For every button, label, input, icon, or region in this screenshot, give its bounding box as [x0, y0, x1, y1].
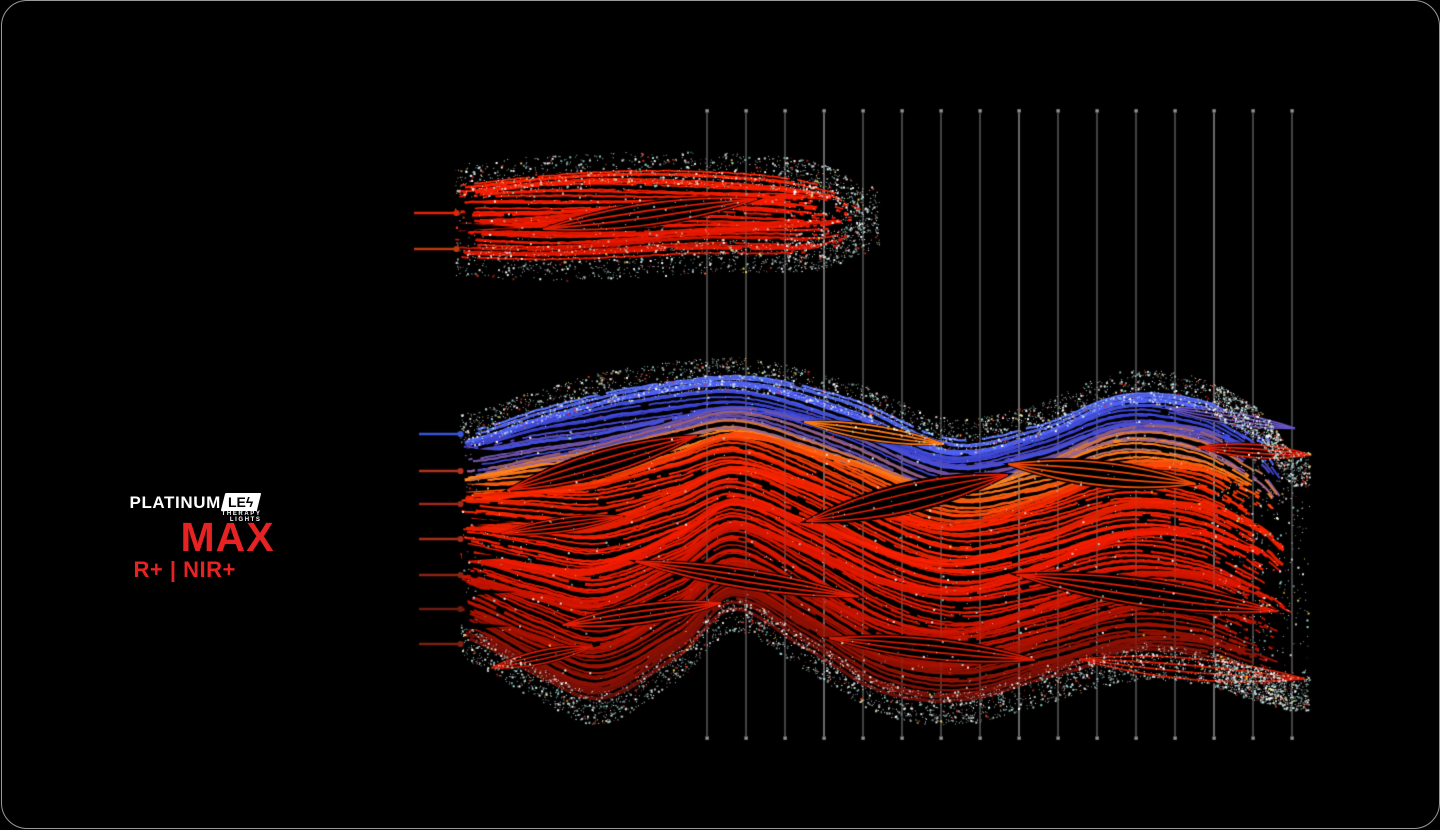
- brand-tagline: THERAPY LIGHTS: [221, 511, 262, 523]
- spectrum-label: R+ | NIR+: [133, 557, 236, 582]
- model-name: MAX: [180, 514, 275, 560]
- lightning-bolt-icon: ϟ: [245, 494, 254, 510]
- brand-name: PLATINUM: [129, 492, 221, 512]
- led-badge: LEϟ: [220, 493, 262, 511]
- brand-logo: PLATINUM LEϟ: [129, 492, 262, 512]
- led-text: LE: [227, 494, 246, 510]
